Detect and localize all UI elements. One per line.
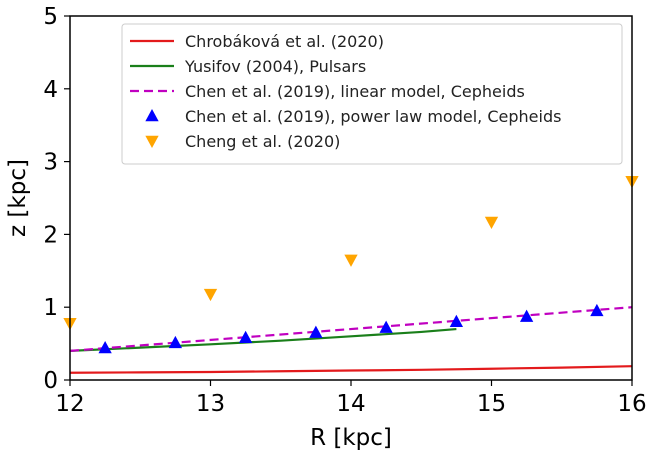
series-4-point [519,309,534,322]
y-tick-label: 1 [43,295,58,321]
series-4-point [98,340,112,354]
series-5-point [484,216,499,230]
legend-swatch [145,109,159,122]
y-tick-label: 3 [43,150,58,176]
x-tick-label: 13 [196,391,225,417]
series-4-point [168,335,183,349]
y-tick-label: 0 [43,368,58,394]
x-tick-label: 14 [336,391,365,417]
x-tick-label: 12 [55,391,84,417]
y-tick-label: 5 [43,4,58,30]
x-axis: 12 13 14 15 16 [55,380,647,417]
x-tick-label: 16 [617,391,646,417]
series-line-1 [70,365,632,374]
series-4-point [379,320,393,333]
series-line-3 [70,306,632,352]
series-4-point [449,314,464,328]
legend-entry: Cheng et al. (2020) [185,132,340,151]
series-line-2 [70,327,457,352]
series-4-point [309,325,323,338]
legend: Chrobáková et al. (2020) Yusifov (2004), … [121,23,623,165]
legend-entry: Yusifov (2004), Pulsars [184,57,366,76]
legend-swatch [145,135,159,148]
marker-layer [63,176,639,354]
legend-frame [121,23,623,165]
y-axis-label: z [kpc] [5,159,31,237]
series-4-point [590,303,604,317]
x-axis-label: R [kpc] [310,425,392,451]
x-tick-label: 15 [477,391,506,417]
y-axis: 0 1 2 3 4 5 [43,4,70,394]
series-4-point [238,330,253,344]
legend-entry: Chrobáková et al. (2020) [185,32,384,51]
y-tick-label: 2 [43,222,58,248]
legend-entry: Chen et al. (2019), linear model, Cephei… [185,82,525,101]
series-5-point [344,254,358,267]
legend-entry: Chen et al. (2019), power law model, Cep… [185,107,561,126]
y-tick-label: 4 [43,77,58,103]
series-5-point [203,288,218,302]
series-layer [70,306,632,374]
